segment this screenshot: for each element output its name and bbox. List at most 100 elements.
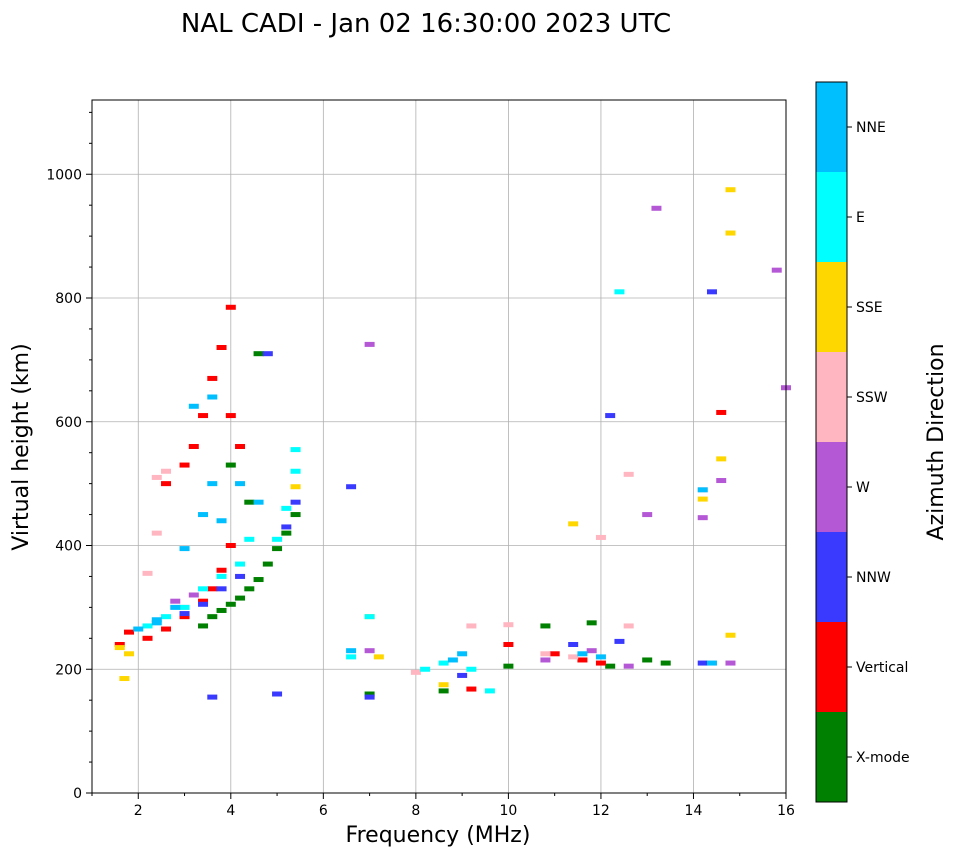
- echo-point: [124, 651, 135, 657]
- colorbar-swatch: [816, 442, 847, 532]
- y-tick-label: 600: [55, 415, 82, 431]
- echo-point: [216, 567, 227, 573]
- echo-point: [438, 660, 449, 666]
- echo-point: [151, 617, 162, 623]
- echo-point: [142, 570, 153, 576]
- echo-point: [586, 620, 597, 626]
- echo-point: [244, 586, 255, 592]
- echo-point: [216, 345, 227, 350]
- echo-point: [438, 682, 449, 688]
- x-tick-label: 2: [134, 803, 143, 819]
- echo-point: [151, 474, 162, 480]
- echo-point: [577, 651, 588, 657]
- echo-point: [225, 413, 236, 419]
- echo-point: [253, 577, 264, 583]
- echo-point: [262, 561, 273, 567]
- echo-point: [716, 409, 727, 415]
- echo-point: [568, 642, 579, 647]
- echo-point: [346, 484, 357, 490]
- echo-point: [614, 638, 625, 644]
- plot-frame: [91, 99, 787, 794]
- echo-point: [568, 521, 579, 527]
- echo-point: [216, 586, 227, 592]
- echo-point: [225, 601, 236, 607]
- colorbar-swatch: [816, 622, 847, 712]
- echo-point: [179, 546, 190, 552]
- echo-point: [179, 462, 190, 468]
- echo-point: [198, 512, 209, 518]
- echo-point: [235, 481, 246, 487]
- echo-point: [142, 623, 153, 629]
- echo-point: [716, 478, 727, 484]
- y-axis-ticks: 0 200 400 600 800 1000: [46, 111, 92, 802]
- echo-point: [114, 645, 125, 651]
- echo-point: [503, 663, 514, 669]
- colorbar-swatch: [816, 172, 847, 262]
- echo-point: [457, 672, 468, 678]
- echo-point: [660, 660, 671, 666]
- colorbar-swatch: [816, 712, 847, 802]
- echo-point: [133, 626, 144, 632]
- echo-point: [623, 623, 634, 629]
- echo-point: [346, 654, 357, 660]
- echo-point: [151, 620, 162, 626]
- y-tick-label: 0: [73, 786, 82, 802]
- x-axis-label: Frequency (MHz): [346, 823, 531, 848]
- echo-point: [466, 623, 477, 629]
- colorbar-tick-label: SSE: [856, 300, 883, 316]
- echo-point: [697, 496, 708, 502]
- echo-point: [207, 694, 218, 700]
- echo-point: [290, 484, 301, 490]
- y-tick-label: 400: [55, 539, 82, 555]
- chart-title: NAL CADI - Jan 02 16:30:00 2023 UTC: [181, 9, 671, 39]
- x-axis-ticks: 2 4 6 8 10 12 14 16: [91, 793, 795, 819]
- echo-point: [198, 586, 209, 592]
- echo-point: [364, 341, 375, 347]
- echo-point: [262, 351, 273, 357]
- echo-point: [188, 403, 199, 409]
- echo-point: [290, 512, 301, 518]
- echo-point: [447, 657, 458, 663]
- echo-point: [623, 471, 634, 477]
- echo-point: [161, 481, 172, 487]
- echo-point: [272, 546, 283, 552]
- echo-point: [725, 632, 736, 638]
- colorbar-swatch: [816, 532, 847, 622]
- echo-point: [244, 499, 255, 505]
- y-tick-label: 200: [55, 662, 82, 678]
- echo-point: [281, 505, 292, 511]
- azimuth-colorbar: X-mode Vertical NNW W SSW SSE E NNE: [815, 81, 910, 803]
- echo-point: [179, 614, 190, 620]
- echo-point: [188, 592, 199, 598]
- echo-point: [605, 413, 616, 419]
- echo-point: [235, 444, 246, 449]
- echo-point: [642, 657, 653, 663]
- echo-point: [198, 601, 209, 607]
- echo-points: [114, 187, 791, 700]
- colorbar-label: Azimuth Direction: [924, 343, 949, 540]
- echo-point: [614, 289, 625, 295]
- echo-point: [179, 611, 190, 617]
- echo-point: [577, 657, 588, 663]
- echo-point: [207, 394, 218, 400]
- echo-point: [697, 515, 708, 521]
- colorbar-swatch: [816, 82, 847, 172]
- echo-point: [161, 626, 172, 632]
- echo-point: [216, 573, 227, 579]
- echo-point: [364, 691, 375, 697]
- colorbar-frame: [815, 81, 848, 803]
- x-tick-label: 6: [319, 803, 328, 819]
- x-tick-label: 10: [499, 803, 517, 819]
- echo-point: [651, 205, 662, 211]
- echo-point: [198, 598, 209, 604]
- echo-point: [216, 607, 227, 613]
- echo-point: [540, 623, 551, 629]
- echo-point: [290, 447, 301, 453]
- echo-point: [623, 663, 634, 669]
- colorbar-tick-label: NNE: [856, 120, 886, 136]
- echo-point: [281, 524, 292, 530]
- colorbar-swatch: [816, 262, 847, 352]
- colorbar-tick-label: NNW: [856, 570, 891, 586]
- echo-point: [161, 468, 172, 474]
